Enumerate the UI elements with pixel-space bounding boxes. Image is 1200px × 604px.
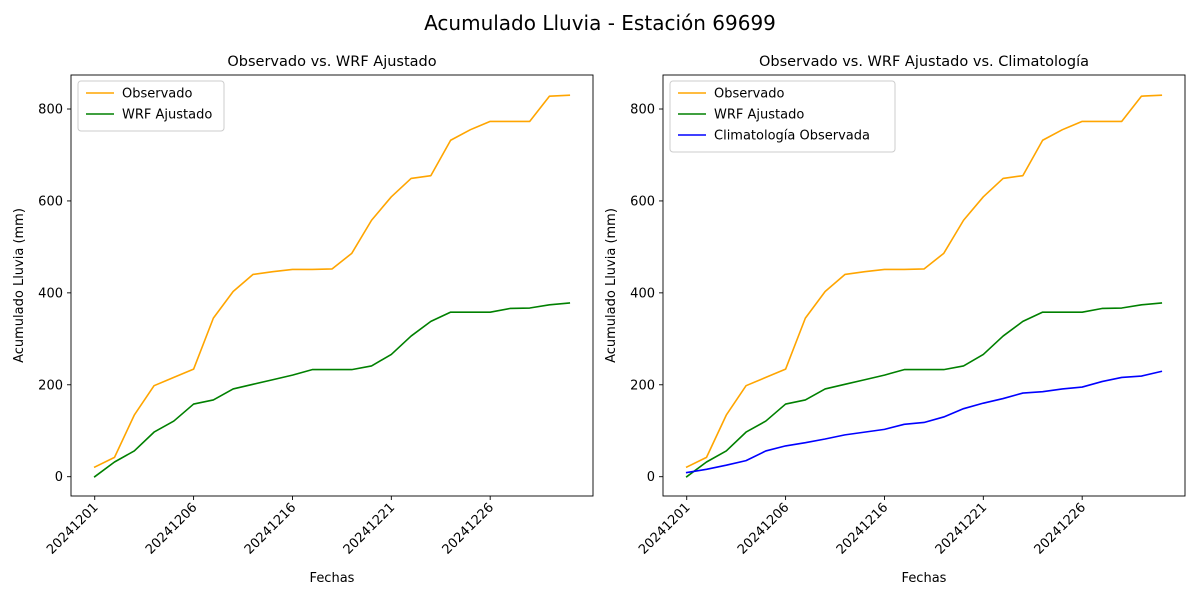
chart-1-panel: 0 200 400 600 800 20241201 20241206 20241216 202…: [12, 54, 594, 586]
chart-2-series-observado-line: [685, 94, 1163, 469]
chart-1-title: Observado vs. WRF Ajustado: [227, 54, 436, 70]
chart-1-legend-label-observado: Observado: [122, 87, 193, 102]
chart-2-y-axis-label: Acumulado Lluvia (mm): [604, 208, 619, 363]
chart-1-y-tick-label: 200: [38, 378, 63, 393]
chart-2-x-axis-label: Fechas: [902, 571, 947, 586]
chart-2-panel: 0 200 400 600 800 20241201 20241206 20241216 202…: [604, 54, 1186, 586]
chart-1-x-tick-label: 20241201: [44, 500, 101, 557]
chart-1-y-tick-label: 600: [38, 194, 63, 209]
chart-1-legend: Observado WRF Ajustado: [77, 80, 225, 132]
chart-2-y-tick-label: 0: [647, 470, 655, 485]
chart-1-y-axis-label: Acumulado Lluvia (mm): [12, 208, 27, 363]
chart-2-axes-frame: [662, 74, 1186, 497]
chart-2-y-tick-label: 200: [630, 378, 655, 393]
chart-2-x-tick-label: 20241226: [1032, 500, 1089, 557]
chart-1-x-tick-label: 20241206: [143, 500, 200, 557]
chart-2-x-tick-label: 20241201: [636, 500, 693, 557]
figure-title: Acumulado Lluvia - Estación 69699: [424, 11, 776, 35]
chart-1-y-tick-label: 400: [38, 286, 63, 301]
chart-2-series-wrf-ajustado-line: [685, 302, 1163, 478]
chart-1-x-tick-label: 20241226: [440, 500, 497, 557]
chart-2-y-tick-label: 800: [630, 103, 655, 118]
chart-1-x-tick-label: 20241216: [242, 500, 299, 557]
chart-1-y-tick-label: 800: [38, 103, 63, 118]
chart-2-y-tick-label: 400: [630, 286, 655, 301]
chart-1-series-wrf-ajustado-line: [93, 302, 571, 478]
chart-1-series-observado-line: [93, 94, 571, 469]
chart-2-x-tick-label: 20241206: [735, 500, 792, 557]
chart-2-legend-box: [669, 80, 896, 153]
chart-2-title: Observado vs. WRF Ajustado vs. Climatolo…: [759, 54, 1089, 70]
chart-2-legend-label-observado: Observado: [714, 87, 785, 102]
chart-2-series-climatologia-observada-line: [685, 370, 1163, 474]
chart-2-x-tick-label: 20241221: [933, 500, 990, 557]
chart-1-axes-frame: [70, 74, 594, 497]
chart-1-x-tick-label: 20241221: [341, 500, 398, 557]
chart-2-y-tick-label: 600: [630, 194, 655, 209]
chart-1-legend-box: [77, 80, 225, 132]
chart-2-legend: Observado WRF Ajustado Climatología Observ…: [669, 80, 896, 153]
chart-1-y-tick-label: 0: [55, 470, 63, 485]
chart-2-legend-label-wrf-ajustado: WRF Ajustado: [714, 108, 804, 123]
chart-2-legend-label-climatologia-observada: Climatología Observada: [714, 129, 870, 144]
chart-2-x-tick-label: 20241216: [834, 500, 891, 557]
chart-1-x-axis-label: Fechas: [310, 571, 355, 586]
chart-1-legend-label-wrf-ajustado: WRF Ajustado: [122, 108, 212, 123]
